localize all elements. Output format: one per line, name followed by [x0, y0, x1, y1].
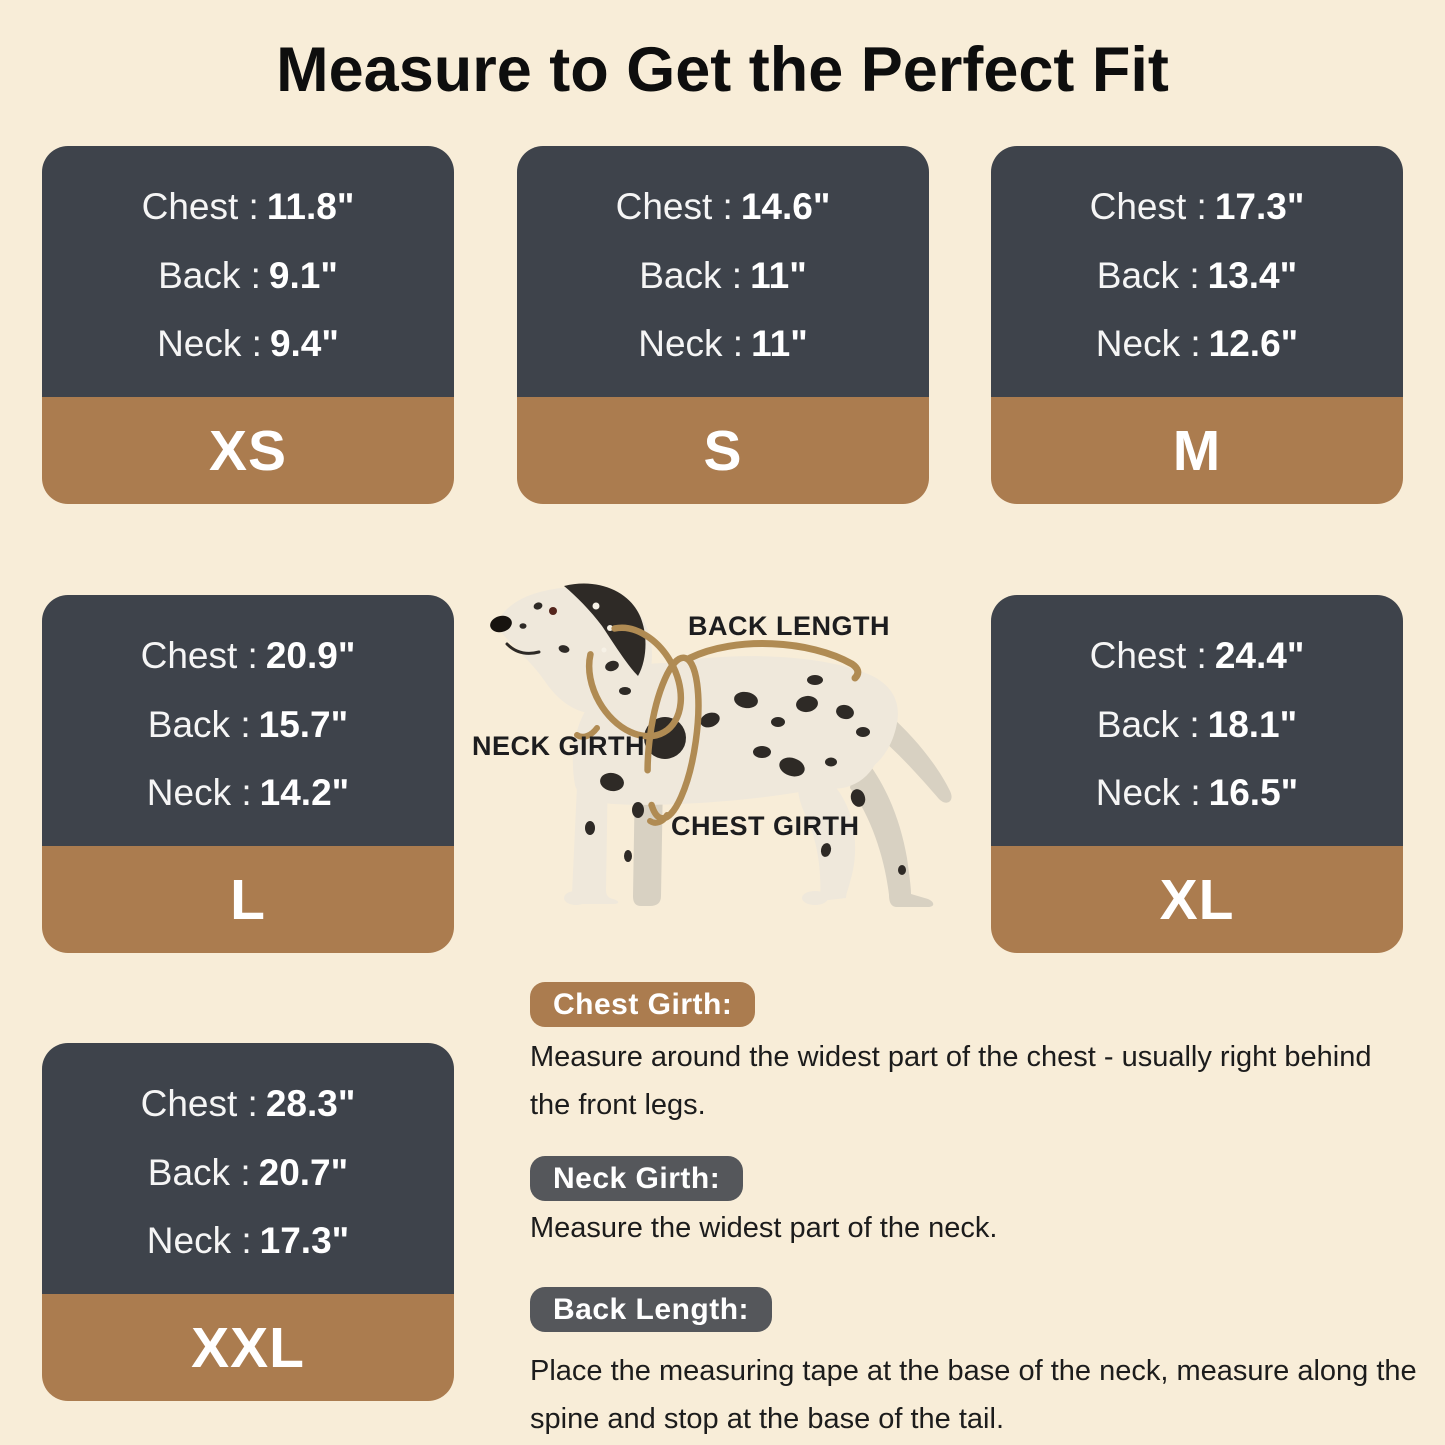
- chest-measurement: Chest :28.3": [140, 1083, 356, 1125]
- size-badge: S: [517, 397, 929, 504]
- measurements-panel: Chest :17.3" Back :13.4" Neck :12.6": [991, 146, 1403, 397]
- neck-measurement: Neck :16.5": [1095, 771, 1299, 813]
- neck-measurement: Neck :12.6": [1095, 322, 1299, 364]
- neck-measurement: Neck :11": [638, 322, 808, 364]
- back-measurement: Back :13.4": [1096, 254, 1298, 296]
- back-measurement: Back :20.7": [147, 1151, 349, 1193]
- size-badge: XL: [991, 846, 1403, 953]
- dog-measurement-diagram: [460, 570, 1000, 970]
- chest-measurement: Chest :24.4": [1089, 635, 1305, 677]
- measurements-panel: Chest :20.9" Back :15.7" Neck :14.2": [42, 595, 454, 846]
- chest-ring-hook: [647, 812, 670, 826]
- chest-measurement: Chest :17.3": [1089, 186, 1305, 228]
- size-badge: M: [991, 397, 1403, 504]
- back-length-description: Place the measuring tape at the base of …: [530, 1355, 1417, 1435]
- dog-ear: [564, 583, 646, 676]
- measurements-panel: Chest :11.8" Back :9.1" Neck :9.4": [42, 146, 454, 397]
- chest-girth-description: Measure around the widest part of the ch…: [530, 1041, 1372, 1121]
- back-measurement: Back :15.7": [147, 703, 349, 745]
- size-card-m: Chest :17.3" Back :13.4" Neck :12.6" M: [991, 146, 1403, 504]
- size-badge: XS: [42, 397, 454, 504]
- back-length-arc: [686, 640, 862, 682]
- neck-girth-ring: [585, 624, 685, 740]
- size-badge: L: [42, 846, 454, 953]
- measurements-panel: Chest :24.4" Back :18.1" Neck :16.5": [991, 595, 1403, 846]
- chest-measurement: Chest :20.9": [140, 635, 356, 677]
- size-card-l: Chest :20.9" Back :15.7" Neck :14.2" L: [42, 595, 454, 953]
- chest-girth-heading: Chest Girth:: [530, 982, 756, 1027]
- dog-mouth: [505, 642, 541, 655]
- neck-measurement: Neck :17.3": [146, 1219, 350, 1261]
- chest-measurement: Chest :14.6": [615, 186, 831, 228]
- neck-girth-label: NECK GIRTH: [472, 731, 645, 761]
- neck-measurement: Neck :14.2": [146, 771, 350, 813]
- dog-nose: [490, 615, 512, 633]
- back-measurement: Back :9.1": [158, 254, 338, 296]
- size-badge: XXL: [42, 1294, 454, 1401]
- size-card-xxl: Chest :28.3" Back :20.7" Neck :17.3" XXL: [42, 1043, 454, 1401]
- page-title: Measure to Get the Perfect Fit: [276, 35, 1169, 105]
- size-card-xs: Chest :11.8" Back :9.1" Neck :9.4" XS: [42, 146, 454, 504]
- back-length-label: BACK LENGTH: [688, 611, 890, 641]
- measuring-tape-marks: [574, 624, 862, 826]
- neck-girth-heading: Neck Girth:: [530, 1156, 744, 1201]
- neck-ring-hook: [574, 725, 600, 740]
- size-card-xl: Chest :24.4" Back :18.1" Neck :16.5" XL: [991, 595, 1403, 953]
- measurements-panel: Chest :14.6" Back :11" Neck :11": [517, 146, 929, 397]
- measurements-panel: Chest :28.3" Back :20.7" Neck :17.3": [42, 1043, 454, 1294]
- chest-girth-label: CHEST GIRTH: [671, 811, 860, 841]
- neck-measurement: Neck :9.4": [157, 322, 339, 364]
- back-measurement: Back :18.1": [1096, 703, 1298, 745]
- chest-measurement: Chest :11.8": [141, 186, 355, 228]
- back-length-heading: Back Length:: [530, 1287, 773, 1332]
- neck-girth-description: Measure the widest part of the neck.: [530, 1212, 998, 1244]
- back-measurement: Back :11": [639, 254, 807, 296]
- dog-ear-dots: [592, 602, 613, 653]
- size-card-s: Chest :14.6" Back :11" Neck :11" S: [517, 146, 929, 504]
- dog-eye: [549, 607, 557, 615]
- dog-illustration: [490, 583, 952, 907]
